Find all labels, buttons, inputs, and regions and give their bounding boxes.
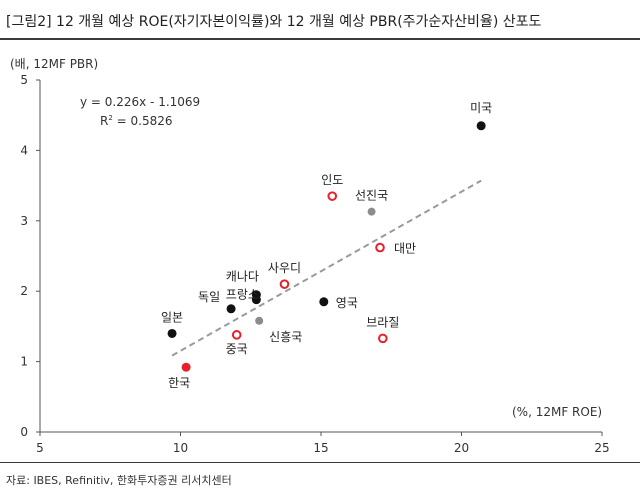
- data-point: [251, 295, 261, 305]
- title-rule: [0, 38, 640, 40]
- footer-rule: [0, 462, 640, 463]
- data-point: [378, 333, 388, 344]
- point-label: 영국: [336, 296, 358, 310]
- trendline-group: [171, 179, 482, 357]
- x-axis-label: (%, 12MF ROE): [512, 405, 602, 419]
- y-tick-label: 5: [20, 73, 28, 87]
- data-point: [167, 328, 177, 338]
- point-label: 인도: [321, 173, 343, 187]
- r-squared-superscript: 2: [108, 114, 112, 122]
- r-squared-value: = 0.5826: [113, 114, 173, 128]
- y-tick-label: 1: [20, 355, 28, 369]
- point-label: 대만: [394, 242, 416, 256]
- point-label: 미국: [470, 101, 492, 115]
- y-tick-label: 0: [20, 425, 28, 439]
- data-point: [319, 297, 329, 307]
- r-squared-label: R2 = 0.5826: [100, 114, 172, 128]
- trendline-equation: y = 0.226x - 1.1069: [80, 95, 200, 109]
- x-tick-label: 20: [454, 441, 469, 455]
- data-points: [167, 121, 486, 372]
- data-point: [181, 362, 191, 372]
- figure-title-row: [그림2] 12 개월 예상 ROE(자기자본이익률)와 12 개월 예상 PB…: [0, 0, 640, 38]
- figure-title: [그림2] 12 개월 예상 ROE(자기자본이익률)와 12 개월 예상 PB…: [6, 14, 542, 30]
- point-label: 사우디: [268, 261, 301, 275]
- data-point: [231, 330, 242, 340]
- point-label: 브라질: [366, 315, 399, 329]
- data-point: [375, 242, 385, 253]
- data-point: [226, 304, 236, 314]
- point-label: 한국: [168, 376, 190, 390]
- x-tick-label: 25: [594, 441, 609, 455]
- x-tick-label: 10: [173, 441, 188, 455]
- source-note: 자료: IBES, Refinitiv, 한화투자증권 리서치센터: [6, 474, 232, 487]
- point-label: 독일: [198, 290, 220, 304]
- x-tick-label: 15: [313, 441, 328, 455]
- point-label: 프랑스: [226, 288, 259, 302]
- y-tick-label: 3: [20, 214, 28, 228]
- point-label: 일본: [161, 310, 183, 324]
- y-tick-label: 2: [20, 284, 28, 298]
- data-point: [367, 207, 376, 216]
- point-label: 중국: [226, 342, 248, 356]
- data-point: [279, 279, 290, 289]
- r-squared-prefix: R: [100, 114, 108, 128]
- data-point: [476, 121, 486, 131]
- point-label: 선진국: [355, 189, 388, 203]
- x-tick-label: 5: [36, 441, 44, 455]
- chart-axes: 0 1 2 3 4 5 5 10 15 20 25: [20, 73, 609, 455]
- point-label: 캐나다: [226, 270, 259, 284]
- y-axis-label: (배, 12MF PBR): [10, 57, 98, 71]
- data-point: [327, 191, 338, 201]
- trendline: [171, 179, 482, 357]
- y-tick-label: 4: [20, 143, 28, 157]
- data-point: [255, 316, 264, 325]
- point-label: 신흥국: [269, 330, 302, 344]
